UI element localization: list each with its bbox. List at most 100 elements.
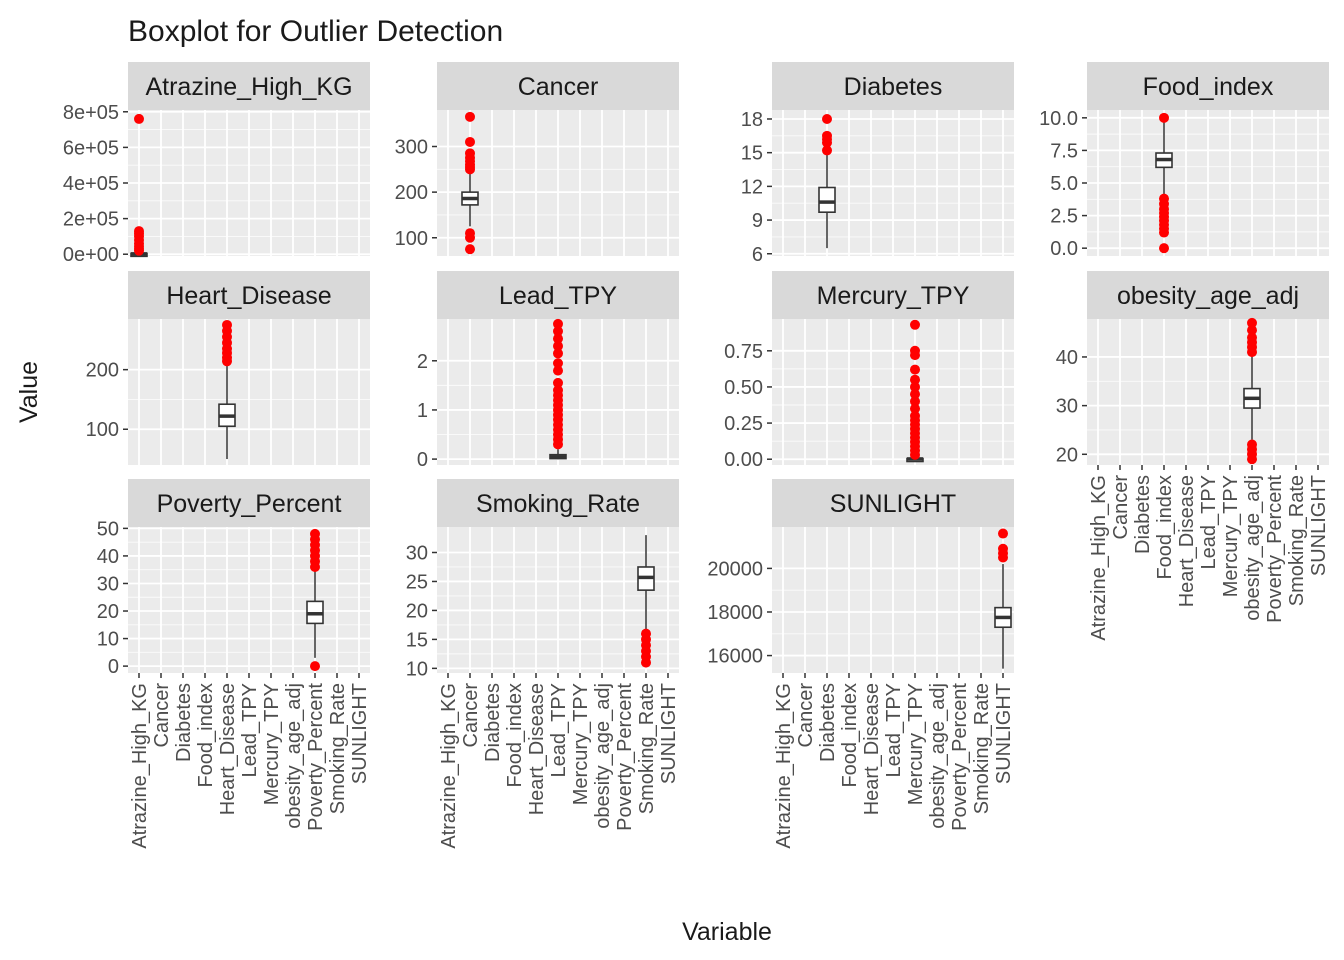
y-tick-label: 6e+05	[63, 137, 119, 159]
y-tick-label: 4e+05	[63, 173, 119, 195]
y-tick-label: 200	[86, 360, 119, 382]
outlier-point	[1159, 243, 1169, 254]
outlier-point	[553, 333, 563, 344]
facet-strip	[772, 479, 1014, 527]
x-tick-label: Cancer	[460, 683, 482, 748]
y-tick-label: 5.0	[1050, 173, 1078, 195]
y-tick-label: 40	[97, 546, 119, 568]
facet-panels: Atrazine_High_KG 0e+00 2e+05 4e+05 6e+05 8e+0…	[63, 62, 1330, 849]
facet-strip	[437, 479, 679, 527]
x-tick-label: Smoking_Rate	[1286, 475, 1308, 606]
facet-strip	[1087, 271, 1329, 319]
outlier-point	[465, 111, 475, 122]
y-tick-label: 2e+05	[63, 209, 119, 231]
x-tick-label: Food_index	[195, 683, 217, 788]
y-tick-label: 0.75	[724, 341, 763, 363]
x-tick-label: Heart_Disease	[1176, 475, 1198, 607]
x-tick-label: Lead_TPY	[883, 683, 905, 778]
outlier-point	[822, 137, 832, 148]
x-tick-label: Lead_TPY	[548, 683, 570, 778]
box-iqr	[818, 186, 836, 214]
x-tick-label: Heart_Disease	[217, 683, 239, 815]
facet-strip-label: obesity_age_adj	[1117, 282, 1299, 310]
y-tick-label: 30	[97, 573, 119, 595]
facet-panel-atrazine-high-kg: Atrazine_High_KG 0e+00 2e+05 4e+05 6e+05 8e+0…	[63, 62, 370, 266]
facet-strip-label: Cancer	[518, 73, 599, 101]
x-tick-label: Smoking_Rate	[327, 683, 349, 814]
x-tick-label: Cancer	[795, 683, 817, 748]
outlier-point	[641, 657, 651, 668]
y-tick-label: 20	[97, 601, 119, 623]
facet-panel-obesity-age-adj: obesity_age_adj 20 30 40 Atrazine_High_KG Can…	[1056, 271, 1330, 641]
facet-panel-cancer: Cancer 100 200 300	[395, 62, 679, 256]
y-tick-label: 0.50	[724, 377, 763, 399]
facet-strip	[772, 62, 1014, 110]
outlier-point	[553, 439, 563, 450]
y-tick-label: 12	[741, 176, 763, 198]
y-tick-label: 1	[417, 400, 428, 422]
outlier-point	[910, 374, 920, 385]
facet-strip-label: Food_index	[1143, 73, 1274, 101]
outlier-point	[134, 113, 144, 124]
y-tick-label: 15	[741, 143, 763, 165]
y-tick-label: 0	[108, 656, 119, 678]
facet-panel-mercury-tpy: Mercury_TPY 0.00 0.25 0.50 0.75	[724, 271, 1014, 471]
y-tick-label: 200	[395, 182, 428, 204]
outlier-point	[1159, 227, 1169, 238]
outlier-point	[553, 341, 563, 352]
outlier-point	[465, 244, 475, 255]
outlier-point	[822, 145, 832, 156]
x-tick-label: Smoking_Rate	[636, 683, 658, 814]
x-tick-label: obesity_age_adj	[592, 683, 614, 829]
outlier-point	[1159, 112, 1169, 123]
x-tick-label: Food_index	[1154, 475, 1176, 580]
outlier-point	[465, 232, 475, 243]
outlier-point	[222, 356, 232, 367]
x-tick-label: Smoking_Rate	[971, 683, 993, 814]
outlier-point	[553, 318, 563, 329]
x-tick-label: SUNLIGHT	[1308, 475, 1330, 576]
facet-strip	[1087, 62, 1329, 110]
facet-strip-label: Smoking_Rate	[476, 490, 640, 518]
outlier-point	[553, 365, 563, 376]
facet-strip-label: Diabetes	[844, 73, 943, 101]
outlier-point	[910, 381, 920, 392]
x-tick-label: Lead_TPY	[1198, 475, 1220, 570]
x-tick-label: Atrazine_High_KG	[129, 683, 151, 849]
y-tick-label: 0.0	[1050, 238, 1078, 260]
facet-panel-diabetes: Diabetes 6 9 12 15 18	[741, 62, 1014, 266]
outlier-point	[310, 661, 320, 672]
x-tick-label: Cancer	[1110, 475, 1132, 540]
facet-strip-label: Poverty_Percent	[157, 490, 342, 518]
facet-strip	[128, 62, 370, 110]
x-tick-label: Mercury_TPY	[905, 683, 927, 805]
x-tick-label: SUNLIGHT	[658, 683, 680, 784]
x-tick-label: Food_index	[504, 683, 526, 788]
x-tick-label: Atrazine_High_KG	[773, 683, 795, 849]
outlier-point	[910, 403, 920, 414]
outlier-point	[465, 136, 475, 147]
facet-panel-sunlight: SUNLIGHT 16000 18000 20000 Atrazine_High_KG C…	[707, 479, 1015, 849]
y-tick-label: 30	[406, 542, 428, 564]
facet-strip	[772, 271, 1014, 319]
x-tick-label: Atrazine_High_KG	[438, 683, 460, 849]
facet-strip	[437, 62, 679, 110]
outlier-point	[465, 164, 475, 175]
y-tick-label: 18000	[707, 602, 763, 624]
facet-strip-label: Lead_TPY	[499, 282, 617, 310]
outlier-point	[553, 348, 563, 359]
y-tick-label: 2.5	[1050, 206, 1078, 228]
y-tick-label: 0	[417, 449, 428, 471]
x-tick-label: Poverty_Percent	[305, 683, 327, 831]
facet-strip	[128, 271, 370, 319]
outlier-point	[553, 326, 563, 337]
outlier-point	[1247, 454, 1257, 465]
y-tick-label: 100	[395, 228, 428, 250]
y-tick-label: 18	[741, 109, 763, 131]
y-tick-label: 20	[406, 600, 428, 622]
x-tick-label: obesity_age_adj	[1242, 475, 1264, 621]
outlier-point	[910, 364, 920, 375]
facet-strip	[437, 271, 679, 319]
y-tick-label: 10	[406, 658, 428, 680]
